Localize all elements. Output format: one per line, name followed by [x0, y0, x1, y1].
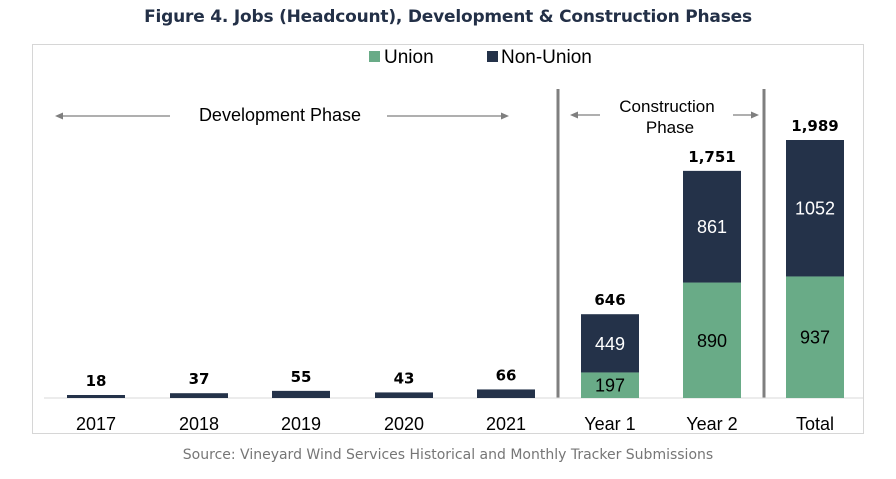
x-tick-label: Total — [796, 414, 834, 434]
x-tick-label: Year 2 — [686, 414, 737, 434]
bar-non-union-year-2 — [683, 170, 741, 283]
x-tick-label: 2021 — [486, 414, 526, 434]
development-phase-label: Development Phase — [199, 105, 361, 125]
segment-label: 197 — [595, 376, 625, 396]
x-tick-label: Year 1 — [584, 414, 635, 434]
legend-swatch-union — [369, 51, 380, 62]
dev-phase-left-arrowhead-icon — [55, 112, 63, 120]
chart-title: Figure 4. Jobs (Headcount), Development … — [144, 7, 752, 27]
legend-swatch-non-union — [487, 51, 498, 62]
dev-phase-right-arrowhead-icon — [501, 112, 509, 120]
total-label: 18 — [86, 372, 107, 390]
construction-phase-label-line1: Construction — [619, 97, 714, 116]
legend-label-non-union: Non-Union — [501, 47, 592, 68]
legend-label-union: Union — [384, 47, 434, 68]
chart-frame — [32, 44, 864, 434]
total-label: 55 — [291, 368, 312, 386]
bar-union-year-2 — [683, 282, 741, 398]
total-label: 1,751 — [688, 148, 735, 166]
bar-union-total — [786, 276, 844, 398]
bar-non-union-2019 — [272, 390, 330, 398]
bar-non-union-2018 — [170, 393, 228, 398]
bars-layer — [67, 140, 844, 398]
bar-non-union-year-1 — [581, 314, 639, 373]
total-label: 37 — [189, 370, 210, 388]
legend: Union Non-Union — [369, 47, 592, 68]
x-tick-label: 2019 — [281, 414, 321, 434]
bar-non-union-2021 — [477, 389, 535, 398]
total-label: 1,989 — [791, 117, 838, 135]
segment-label: 1052 — [795, 199, 835, 219]
bar-non-union-2020 — [375, 392, 433, 398]
bar-non-union-total — [786, 140, 844, 277]
bar-union-year-1 — [581, 372, 639, 398]
total-label: 66 — [496, 366, 517, 384]
x-tick-label: 2017 — [76, 414, 116, 434]
source-note: Source: Vineyard Wind Services Historica… — [182, 447, 714, 463]
x-tick-label: 2020 — [384, 414, 424, 434]
const-phase-right-arrowhead-icon — [751, 111, 759, 119]
bar-non-union-2017 — [67, 395, 125, 398]
segment-label: 861 — [697, 217, 727, 237]
segment-label: 890 — [697, 331, 727, 351]
segment-label: 449 — [595, 334, 625, 354]
x-tick-label: 2018 — [179, 414, 219, 434]
phase-annotations: Development Phase Construction Phase — [55, 89, 766, 398]
total-label: 646 — [594, 291, 625, 309]
total-label: 43 — [394, 369, 415, 387]
construction-phase-label-line2: Phase — [646, 118, 694, 137]
labels-layer: 18 2017 37 2018 55 2019 43 2020 66 2021 197 449 646 Y… — [76, 117, 839, 434]
segment-label: 937 — [800, 328, 830, 348]
const-phase-left-arrowhead-icon — [570, 111, 578, 119]
